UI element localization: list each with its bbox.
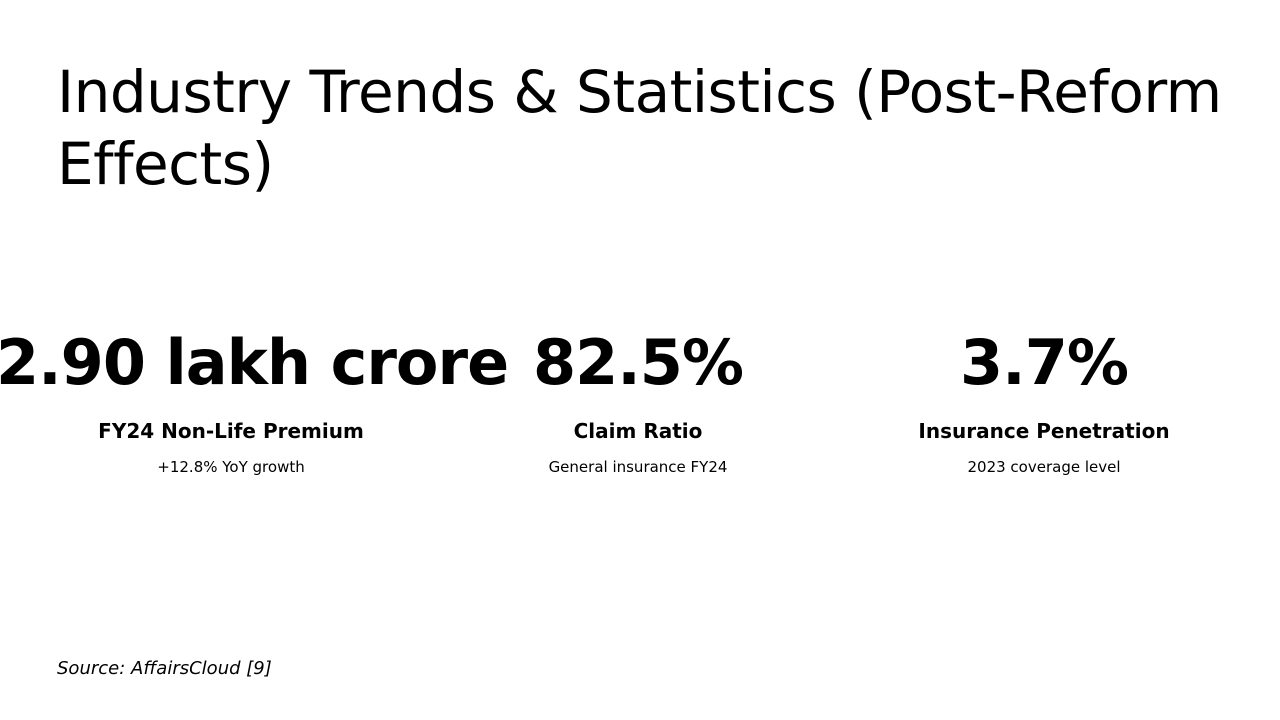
- slide-title: Industry Trends & Statistics (Post-Refor…: [57, 58, 1222, 198]
- stat-label: Claim Ratio: [573, 419, 703, 443]
- stat-note: 2023 coverage level: [967, 458, 1121, 476]
- stat-label: Insurance Penetration: [918, 419, 1170, 443]
- stat-value: 3.7%: [960, 326, 1129, 399]
- stat-value: ₹2.90 lakh crore: [0, 326, 509, 399]
- stat-note: General insurance FY24: [548, 458, 728, 476]
- stat-card-insurance-penetration: 3.7% Insurance Penetration 2023 coverage…: [841, 325, 1247, 477]
- source-citation: Source: AffairsCloud [9]: [57, 658, 272, 679]
- stat-note: +12.8% YoY growth: [157, 458, 305, 476]
- stat-card-claim-ratio: 82.5% Claim Ratio General insurance FY24: [435, 325, 841, 477]
- stat-label: FY24 Non-Life Premium: [98, 419, 364, 443]
- stats-row: ₹2.90 lakh crore FY24 Non-Life Premium +…: [0, 325, 1280, 505]
- stat-value: 82.5%: [532, 326, 744, 399]
- stat-card-non-life-premium: ₹2.90 lakh crore FY24 Non-Life Premium +…: [0, 325, 509, 477]
